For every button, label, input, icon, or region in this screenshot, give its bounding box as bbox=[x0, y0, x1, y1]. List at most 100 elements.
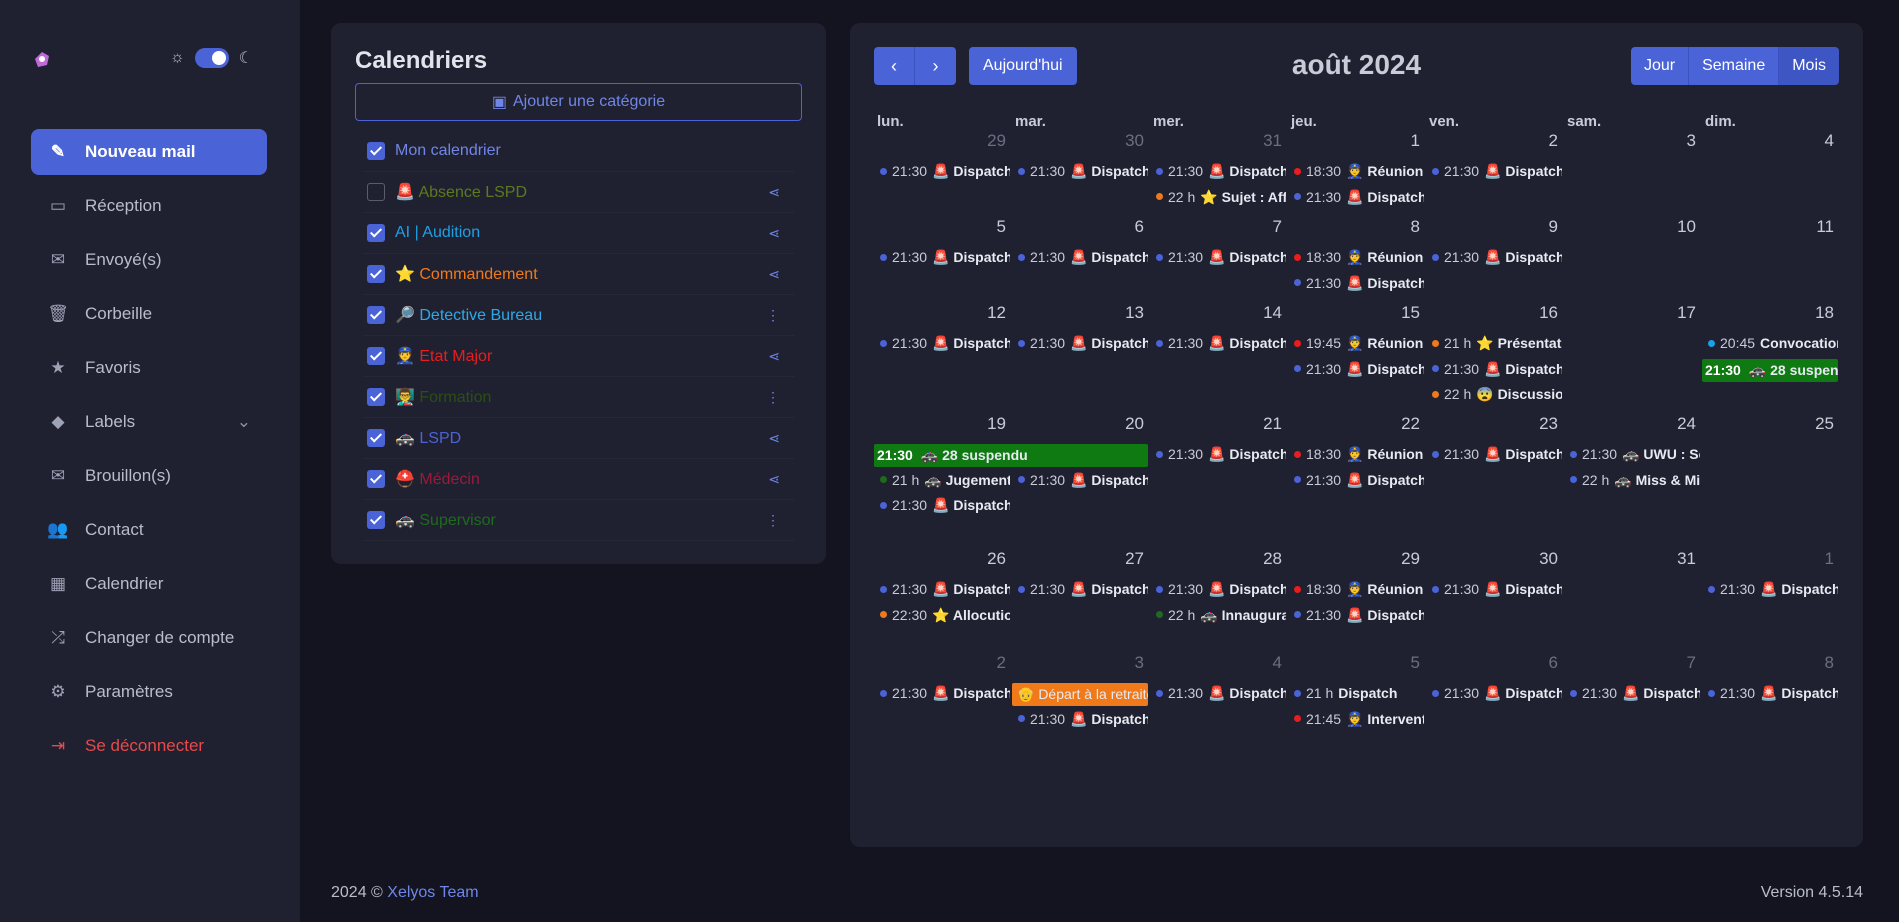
calendar-event[interactable]: 21:30 🚨 Dispatch bbox=[1012, 333, 1148, 353]
calendar-day[interactable]: 25 bbox=[1702, 414, 1840, 549]
sidebar-item-se-d-connecter[interactable]: ⇥ Se déconnecter bbox=[31, 723, 267, 769]
calendar-event[interactable]: 21:30 🚨 Dispatch bbox=[1150, 444, 1286, 464]
calendar-event[interactable]: 21:30 🚨 Dispatch bbox=[874, 579, 1010, 599]
calendar-event[interactable]: 21:30 🚨 Dispatch bbox=[1012, 579, 1148, 599]
calendar-event[interactable]: 21:30 🚨 Dispatch bbox=[1426, 579, 1562, 599]
calendar-event[interactable]: 21 h⭐ Présentatio bbox=[1426, 333, 1562, 353]
category-label[interactable]: 🚓 LSPD bbox=[395, 430, 462, 447]
calendar-event[interactable]: 21:30 🚨 Dispatch bbox=[874, 247, 1010, 267]
calendar-day[interactable]: 28 21:30 🚨 Dispatch 22 h 🚓 Innaugurat bbox=[1150, 549, 1288, 653]
view-mois-button[interactable]: Mois bbox=[1779, 47, 1839, 85]
calendar-event[interactable]: 20:45 Convocation bbox=[1702, 333, 1838, 353]
calendar-event[interactable]: 21 h Dispatch bbox=[1288, 683, 1424, 703]
calendar-event[interactable]: 21:30 🚨 Dispatch bbox=[1012, 161, 1148, 181]
calendar-event[interactable]: 19:45👮 Réunion é bbox=[1288, 333, 1424, 353]
calendar-event[interactable]: 21:30 🚨 Dispatch bbox=[1288, 470, 1424, 490]
calendar-day[interactable]: 11 bbox=[1702, 217, 1840, 303]
calendar-event[interactable]: 22:30⭐ Allocution bbox=[874, 605, 1010, 625]
calendar-event[interactable]: 21:30 🚨 Dispatch bbox=[1426, 359, 1562, 379]
calendar-day[interactable]: 6 21:30 🚨 Dispatch bbox=[1012, 217, 1150, 303]
multi-day-event[interactable]: 21:30 🚓 28 suspendu bbox=[874, 444, 1148, 467]
calendar-day[interactable]: 24 21:30 🚓 UWU : Sc 22 h 🚓 Miss & Mis bbox=[1564, 414, 1702, 549]
view-semaine-button[interactable]: Semaine bbox=[1689, 47, 1780, 85]
calendar-event[interactable]: 21:30 🚨 Dispatch bbox=[1012, 247, 1148, 267]
calendar-event[interactable]: 21:30 🚨 Dispatch bbox=[1426, 161, 1562, 181]
calendar-day[interactable]: 5 21:30 🚨 Dispatch bbox=[874, 217, 1012, 303]
multi-day-event[interactable]: 21:30 🚓 28 suspendu bbox=[1702, 358, 1838, 382]
category-checkbox[interactable] bbox=[367, 142, 385, 160]
calendar-event[interactable]: 21:30 🚨 Dispatch bbox=[1012, 470, 1148, 490]
sidebar-item-changer-de-compte[interactable]: ⤮ Changer de compte bbox=[31, 615, 267, 661]
calendar-day[interactable]: 31 21:30 🚨 Dispatch 22 h ⭐ Sujet : Affa bbox=[1150, 131, 1288, 217]
calendar-day[interactable]: 30 21:30 🚨 Dispatch bbox=[1012, 131, 1150, 217]
calendar-event[interactable]: 21:30 🚨 Dispatch bbox=[874, 333, 1010, 353]
calendar-event[interactable]: 21:30 🚨 Dispatch bbox=[1426, 247, 1562, 267]
calendar-event[interactable]: 21:30 🚨 Dispatch bbox=[1150, 683, 1286, 703]
calendar-day[interactable]: 4 bbox=[1702, 131, 1840, 217]
calendar-day[interactable]: 10 bbox=[1564, 217, 1702, 303]
category-checkbox[interactable] bbox=[367, 224, 385, 242]
calendar-day[interactable]: 3 bbox=[1564, 131, 1702, 217]
calendar-event[interactable]: 18:30👮 Réunion é bbox=[1288, 161, 1424, 181]
share-icon[interactable]: ⋖ bbox=[768, 470, 780, 487]
sidebar-item-envoy-s[interactable]: ✉ Envoyé(s) bbox=[31, 237, 267, 283]
app-logo[interactable] bbox=[32, 50, 52, 70]
prev-month-button[interactable]: ‹ bbox=[874, 47, 915, 85]
share-icon[interactable]: ⋖ bbox=[768, 265, 780, 282]
sidebar-item-param-tres[interactable]: ⚙ Paramètres bbox=[31, 669, 267, 715]
category-label[interactable]: 👮 Etat Major bbox=[395, 348, 493, 365]
calendar-event[interactable]: 21:30 🚨 Dispatch bbox=[1012, 709, 1148, 729]
calendar-event[interactable]: 18:30👮 Réunion é bbox=[1288, 247, 1424, 267]
share-icon[interactable]: ⋖ bbox=[768, 183, 780, 200]
calendar-event[interactable]: 21:30 🚨 Dispatch bbox=[1426, 683, 1562, 703]
view-jour-button[interactable]: Jour bbox=[1630, 47, 1690, 85]
category-label[interactable]: Mon calendrier bbox=[395, 142, 501, 159]
calendar-event[interactable]: 22 h😨 Discussion bbox=[1426, 384, 1562, 404]
calendar-day[interactable]: 7 21:30 🚨 Dispatch bbox=[1150, 217, 1288, 303]
calendar-event[interactable]: 22 h 🚓 Miss & Mis bbox=[1564, 470, 1700, 490]
sidebar-item-r-ception[interactable]: ▭ Réception bbox=[31, 183, 267, 229]
calendar-day[interactable]: 9 21:30 🚨 Dispatch bbox=[1426, 217, 1564, 303]
category-label[interactable]: 👨‍🏫 Formation bbox=[395, 389, 492, 406]
category-checkbox[interactable] bbox=[367, 470, 385, 488]
category-label[interactable]: ⭐ Commandement bbox=[395, 266, 538, 283]
calendar-day[interactable]: 2 21:30 🚨 Dispatch bbox=[874, 653, 1012, 757]
team-link[interactable]: Xelyos Team bbox=[387, 884, 479, 901]
calendar-event[interactable]: 21:30 🚓 UWU : Sc bbox=[1564, 444, 1700, 464]
calendar-day[interactable]: 818:30👮 Réunion é21:30🚨 Dispatch bbox=[1288, 217, 1426, 303]
calendar-event[interactable]: 18:30👮 Réunion é bbox=[1288, 579, 1424, 599]
calendar-event[interactable]: 21:30 🚨 Dispatch bbox=[1150, 247, 1286, 267]
calendar-day[interactable]: 30 21:30 🚨 Dispatch bbox=[1426, 549, 1564, 653]
calendar-event[interactable]: 21:30 🚨 Dispatch bbox=[1288, 187, 1424, 207]
sidebar-item-favoris[interactable]: ★ Favoris bbox=[31, 345, 267, 391]
sidebar-item-brouillon-s[interactable]: ✉ Brouillon(s) bbox=[31, 453, 267, 499]
calendar-event[interactable]: 22 h ⭐ Sujet : Affa bbox=[1150, 187, 1286, 207]
sidebar-item-calendrier[interactable]: ▦ Calendrier bbox=[31, 561, 267, 607]
next-month-button[interactable]: › bbox=[915, 47, 956, 85]
more-vertical-icon[interactable]: ⋮ bbox=[766, 388, 780, 405]
calendar-event[interactable]: 21:30 🚨 Dispatch bbox=[1288, 273, 1424, 293]
share-icon[interactable]: ⋖ bbox=[768, 429, 780, 446]
category-checkbox[interactable] bbox=[367, 347, 385, 365]
calendar-event[interactable]: 18:30👮 Réunion é bbox=[1288, 444, 1424, 464]
today-button[interactable]: Aujourd'hui bbox=[969, 47, 1077, 85]
calendar-day[interactable]: 3 21:30 🚨 Dispatch bbox=[1012, 653, 1150, 757]
calendar-day[interactable]: 20 21:30 🚨 Dispatch bbox=[1012, 414, 1150, 549]
calendar-event[interactable]: 21:30 🚨 Dispatch bbox=[1288, 359, 1424, 379]
calendar-day[interactable]: 13 21:30 🚨 Dispatch bbox=[1012, 303, 1150, 414]
calendar-event[interactable]: 21:30 🚨 Dispatch bbox=[874, 161, 1010, 181]
calendar-day[interactable]: 31 bbox=[1564, 549, 1702, 653]
category-checkbox[interactable] bbox=[367, 388, 385, 406]
calendar-day[interactable]: 16 21 h⭐ Présentatio 21:30🚨 Dispatch 22 h😨 … bbox=[1426, 303, 1564, 414]
calendar-day[interactable]: 118:30👮 Réunion é21:30🚨 Dispatch bbox=[1288, 131, 1426, 217]
share-icon[interactable]: ⋖ bbox=[768, 224, 780, 241]
calendar-day[interactable]: 5 21 h Dispatch 21:45 👮 Interventi bbox=[1288, 653, 1426, 757]
calendar-event[interactable]: 21:30 🚨 Dispatch bbox=[1426, 444, 1562, 464]
share-icon[interactable]: ⋖ bbox=[768, 347, 780, 364]
sidebar-item-corbeille[interactable]: 🗑 Corbeille bbox=[31, 291, 267, 337]
calendar-day[interactable]: 14 21:30 🚨 Dispatch bbox=[1150, 303, 1288, 414]
more-vertical-icon[interactable]: ⋮ bbox=[766, 306, 780, 323]
